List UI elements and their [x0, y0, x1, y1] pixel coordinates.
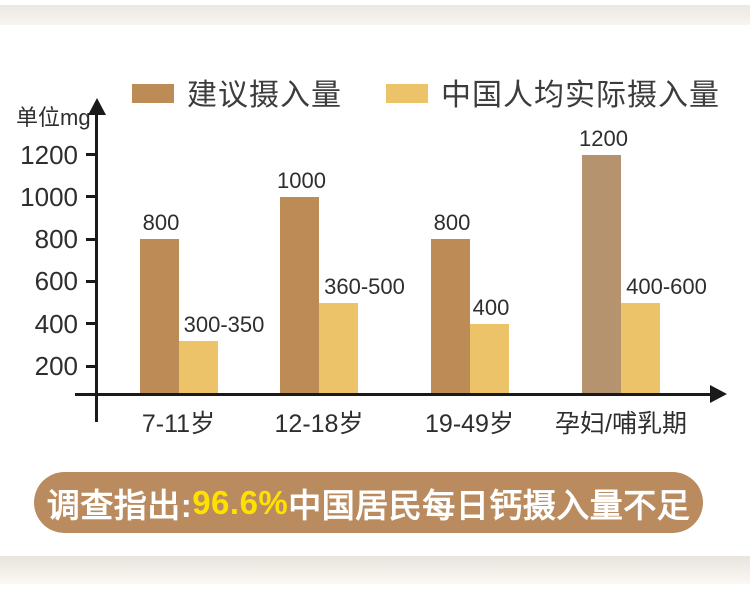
- y-axis-line: [95, 112, 98, 422]
- legend-label-recommended: 建议摄入量: [187, 79, 342, 112]
- banner-text-suffix: 中国居民每日钙摄入量不足: [288, 486, 691, 524]
- bar-actual: [621, 302, 660, 393]
- legend-label-actual: 中国人均实际摄入量: [441, 79, 720, 112]
- x-axis-category-label: 19-49岁: [425, 410, 514, 438]
- bar-value-label: 800: [433, 210, 471, 236]
- y-axis-tick: [86, 364, 96, 368]
- y-axis-tick-label: 400: [34, 308, 78, 339]
- y-axis-tick-label: 1200: [20, 139, 78, 170]
- y-axis-tick-label: 800: [34, 224, 78, 255]
- bar-value-label: 300-350: [183, 311, 265, 337]
- x-axis-arrow-icon: [710, 385, 727, 403]
- x-axis-category-label: 12-18岁: [274, 410, 364, 438]
- bar-actual: [319, 302, 358, 393]
- survey-banner: 调查指出: 96.6% 中国居民每日钙摄入量不足: [34, 472, 703, 533]
- bar-value-label: 360-500: [324, 273, 405, 299]
- bar-value-label: 400-600: [626, 273, 707, 299]
- bar-recommended: [430, 239, 470, 393]
- y-axis-tick-label: 1000: [20, 181, 78, 212]
- bar-recommended: [139, 239, 179, 393]
- bar-recommended: [280, 196, 319, 393]
- y-axis-tick: [86, 195, 96, 199]
- bar-value-label: 1000: [277, 167, 326, 193]
- bar-recommended: [582, 154, 621, 393]
- legend-item-actual: 中国人均实际摄入量: [386, 70, 720, 114]
- y-axis-tick-label: 200: [34, 351, 78, 381]
- bar-value-label: 800: [142, 210, 180, 236]
- bar-value-label: 400: [472, 294, 510, 320]
- y-axis-tick-label: 600: [34, 266, 78, 297]
- bar-actual: [469, 323, 509, 393]
- banner-text-prefix: 调查指出:: [46, 486, 193, 524]
- legend-swatch-recommended-icon: [132, 84, 174, 103]
- legend-item-recommended: 建议摄入量: [132, 70, 342, 114]
- y-axis-arrow-icon: [88, 98, 106, 115]
- y-axis-tick: [86, 279, 96, 283]
- banner-highlight-percentage: 96.6%: [192, 483, 289, 521]
- y-axis-unit-label: 单位mg: [16, 105, 91, 130]
- y-axis-tick: [86, 153, 96, 156]
- top-divider-band: [0, 5, 750, 25]
- bar-value-label: 1200: [579, 125, 628, 151]
- x-axis-category-label: 7-11岁: [141, 410, 216, 438]
- x-axis-category-label: 孕妇/哺乳期: [555, 410, 687, 438]
- y-axis-tick: [86, 237, 96, 241]
- bottom-divider-band: [0, 556, 750, 584]
- bar-actual: [178, 340, 218, 393]
- x-axis-line: [75, 393, 712, 396]
- legend-swatch-actual-icon: [386, 84, 428, 103]
- y-axis-tick: [86, 322, 96, 326]
